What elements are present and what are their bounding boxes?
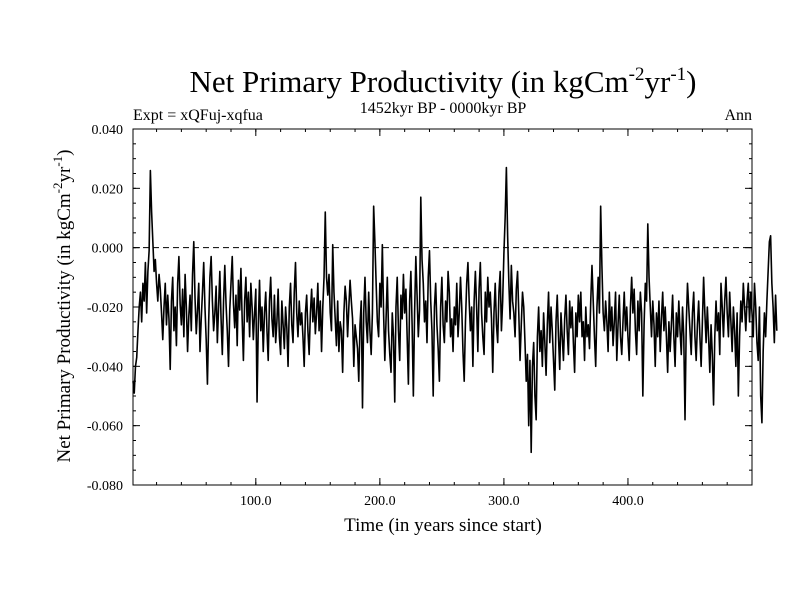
chart-title-text: Net Primary Productivity (in kgCm	[190, 64, 629, 99]
x-tick-label: 100.0	[240, 494, 272, 509]
y-tick-label: -0.020	[87, 301, 123, 316]
plot-frame	[132, 128, 753, 486]
chart-title-sup-1: -2	[629, 64, 645, 85]
y-tick-label: -0.080	[87, 479, 123, 494]
y-axis-label-sup-1: -2	[50, 183, 65, 194]
x-axis-label: Time (in years since start)	[344, 515, 542, 536]
y-tick-label: 0.000	[92, 242, 124, 257]
season-label: Ann	[724, 107, 752, 124]
chart-title-yr: yr	[644, 64, 671, 99]
y-tick-label: -0.040	[87, 360, 123, 375]
x-tick-label: 300.0	[488, 494, 520, 509]
y-axis-label-close: )	[54, 150, 75, 156]
x-tick-label: 200.0	[364, 494, 396, 509]
tick-labels: -0.080 -0.060 -0.040 -0.020 0.000 0.020 0.040 1…	[87, 123, 644, 509]
y-axis-label-sup-2: -1	[50, 156, 65, 167]
chart-title-sup-2: -1	[670, 64, 686, 85]
time-range-subtitle: 1452kyr BP - 0000kyr BP	[360, 100, 527, 117]
y-tick-label: 0.020	[92, 182, 124, 197]
y-tick-label: -0.060	[87, 420, 123, 435]
y-axis-label-text: Net Primary Productivity (in kgCm	[54, 193, 75, 462]
y-axis-label-yr: yr	[54, 166, 75, 183]
x-tick-label: 400.0	[612, 494, 644, 509]
chart-title-close: )	[686, 64, 696, 99]
series-line-npp	[132, 166, 778, 454]
y-tick-label: 0.040	[92, 123, 124, 138]
chart-title: Net Primary Productivity (in kgCm-2yr-1)	[190, 64, 697, 99]
y-axis-label: Net Primary Productivity (in kgCm-2yr-1)	[50, 150, 75, 463]
experiment-label: Expt = xQFuj-xqfua	[133, 107, 263, 124]
